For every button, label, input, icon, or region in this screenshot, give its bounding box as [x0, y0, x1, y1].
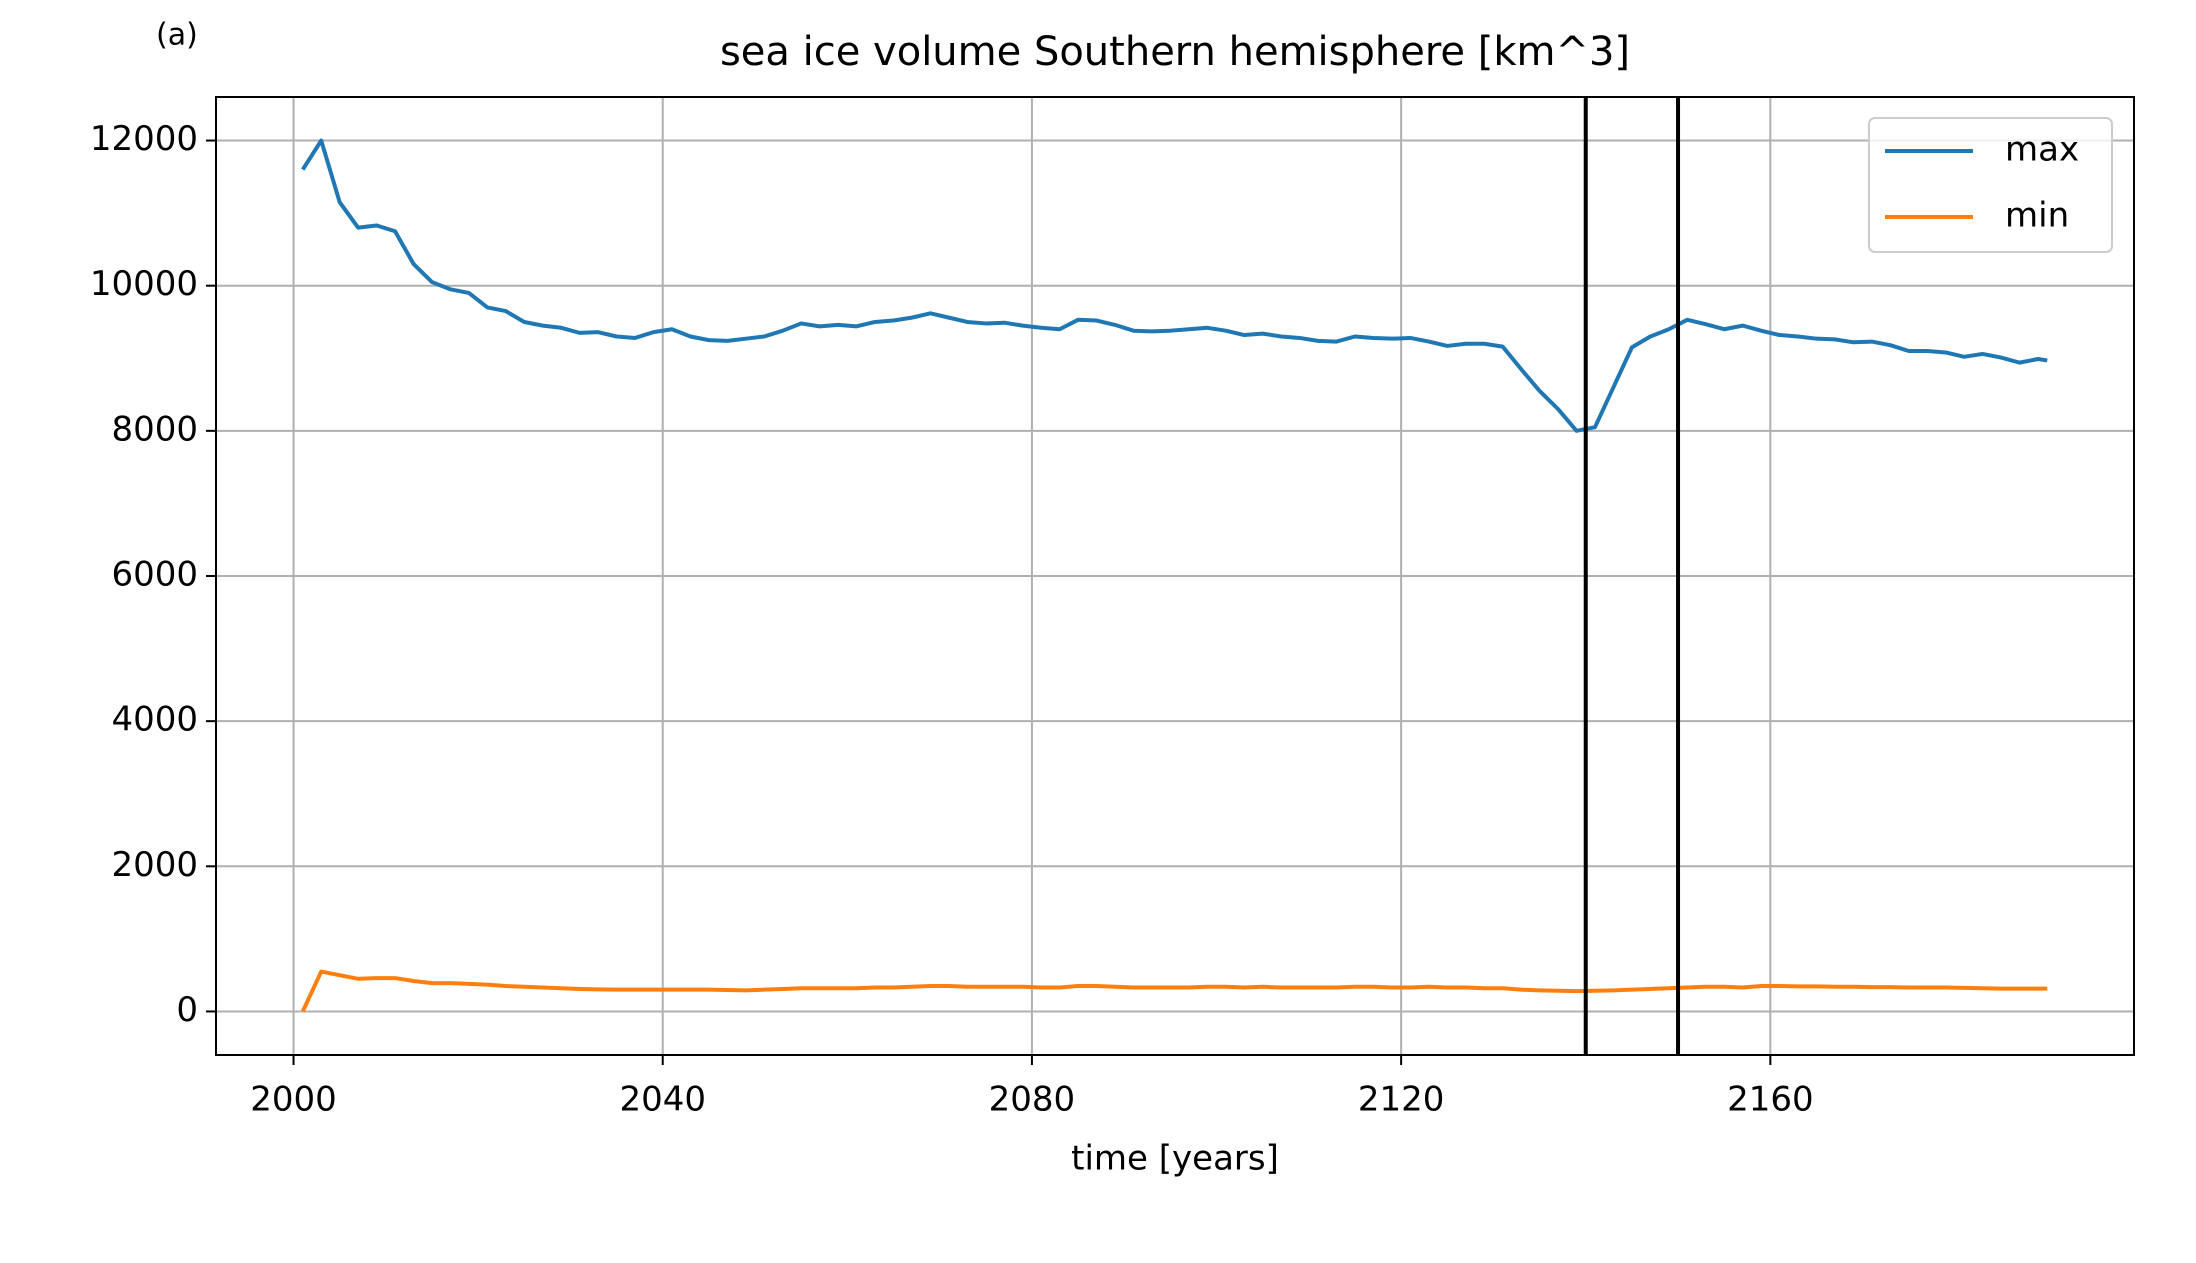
y-tick-label: 8000 — [111, 409, 198, 449]
annotation: (a) — [156, 18, 198, 53]
y-tick-label: 0 — [176, 990, 198, 1030]
line-series — [301, 138, 2048, 433]
legend-label: min — [2005, 196, 2069, 236]
y-tick-label: 12000 — [90, 119, 198, 159]
legend-label: max — [2005, 130, 2079, 170]
y-tick-label: 10000 — [90, 264, 198, 304]
axes-frame — [215, 96, 2135, 1056]
x-tick-label: 2120 — [1358, 1080, 1445, 1120]
y-tick-label: 6000 — [111, 555, 198, 595]
x-tick-label: 2000 — [250, 1080, 337, 1120]
line-series — [300, 969, 2048, 1013]
y-tick-label: 4000 — [111, 700, 198, 740]
chart-title: sea ice volume Southern hemisphere [km^3… — [720, 29, 1630, 75]
x-tick-label: 2040 — [619, 1080, 706, 1120]
x-tick-label: 2080 — [989, 1080, 1076, 1120]
x-axis-label: time [years] — [1071, 1139, 1279, 1179]
x-tick-label: 2160 — [1727, 1080, 1814, 1120]
y-tick-label: 2000 — [111, 845, 198, 885]
